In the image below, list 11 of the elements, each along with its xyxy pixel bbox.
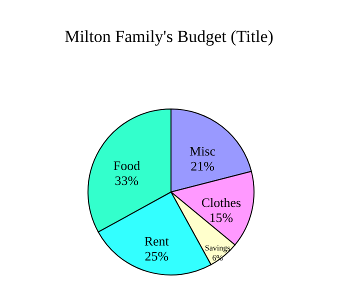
data-label: 25% — [144, 248, 169, 264]
slice-label: Rent — [144, 233, 170, 248]
slice-label: Savings — [204, 243, 230, 252]
data-label: 21% — [190, 158, 215, 174]
slice-label: Misc — [190, 143, 216, 158]
chart-title: Milton Family's Budget (Title) — [64, 27, 274, 46]
slice-label: Food — [113, 158, 141, 173]
data-label: 6% — [212, 253, 224, 262]
data-label: 33% — [114, 172, 139, 188]
data-label: 15% — [209, 210, 234, 226]
slice-label: Clothes — [201, 195, 242, 210]
